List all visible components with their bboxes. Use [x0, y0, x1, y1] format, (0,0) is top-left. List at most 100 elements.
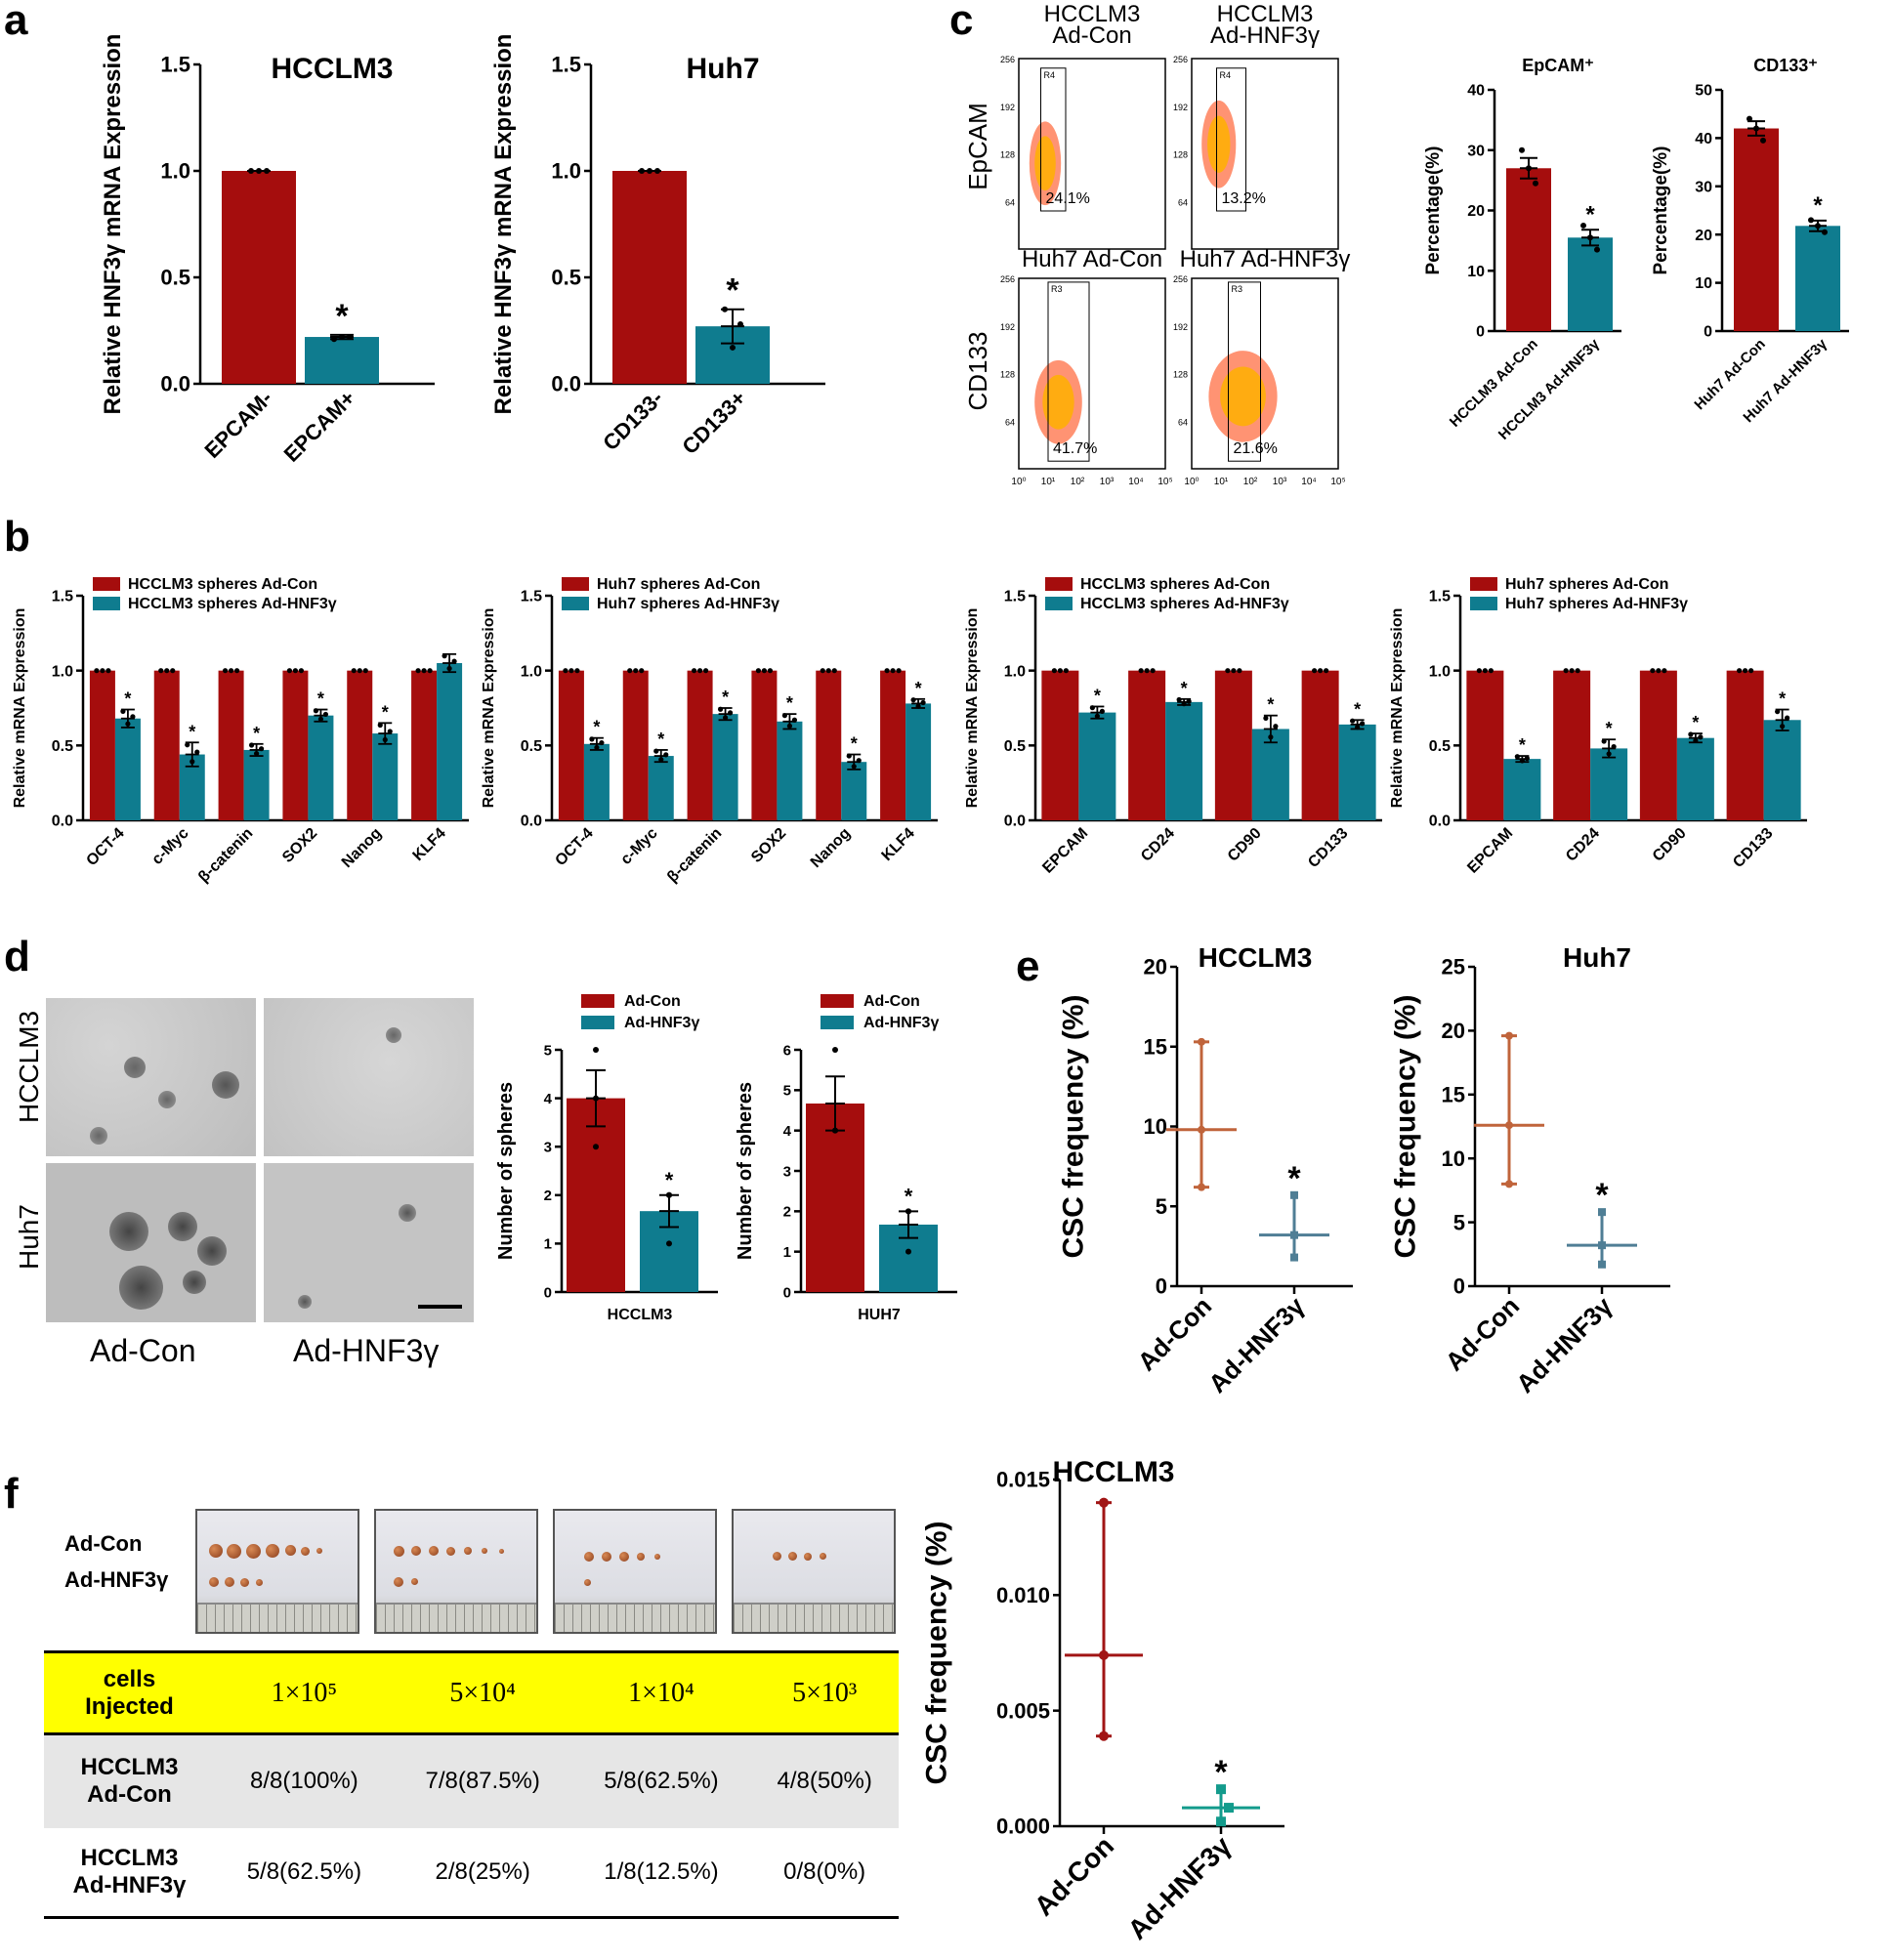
y-tick-label: 10	[1467, 264, 1485, 280]
y-axis-label: Number of spheres	[495, 1082, 517, 1260]
data-point	[696, 668, 703, 674]
flow-y-tick: 256	[1000, 274, 1015, 284]
flow-y-tick: 192	[1173, 322, 1188, 332]
data-point	[222, 668, 229, 674]
bar	[153, 670, 180, 820]
data-point	[331, 336, 337, 343]
flow-x-tick: 10⁰	[1011, 477, 1026, 487]
data-point	[1601, 738, 1607, 744]
y-tick-label: 0.5	[521, 738, 542, 755]
y-tick-label: 2	[544, 1188, 552, 1204]
flow-x-tick: 10⁵	[1330, 477, 1345, 487]
x-tick-label: Ad-Con	[1440, 1291, 1526, 1377]
legend-label: Huh7 spheres Ad-HNF3γ	[1505, 596, 1688, 612]
data-point	[1144, 668, 1150, 674]
data-point	[421, 668, 427, 674]
micro-image-hcclm3-adhnf3g	[264, 998, 474, 1156]
data-point	[164, 668, 170, 674]
bar	[648, 756, 674, 820]
data-point	[1231, 668, 1237, 674]
flow-cloud-core	[1207, 115, 1231, 173]
data-point	[654, 168, 660, 174]
micro-image-huh7-adhnf3g	[264, 1163, 474, 1322]
table-header-cell: 5×10³	[792, 1677, 858, 1708]
y-tick-label: 0.0	[1429, 813, 1451, 830]
data-point	[1650, 668, 1656, 674]
legend-swatch	[581, 1016, 614, 1029]
bar	[1506, 168, 1551, 331]
data-point	[786, 723, 793, 729]
table-header-cell: 1×10⁴	[628, 1677, 694, 1708]
x-tick-label: CD24	[1138, 825, 1178, 865]
flow-y-tick: 64	[1005, 417, 1015, 427]
legend-label: HCCLM3 spheres Ad-HNF3γ	[1080, 596, 1289, 612]
bar	[89, 670, 115, 820]
data-point	[1355, 725, 1361, 730]
legend-swatch	[1045, 597, 1073, 610]
x-tick-label: Ad-HNF3γ	[1202, 1291, 1310, 1398]
data-point	[100, 668, 105, 674]
flow-percentage: 41.7%	[1053, 440, 1097, 457]
y-tick-label: 0.5	[1004, 738, 1026, 755]
chart-a-huh7: 0.0 0.5 1.0 1.5 Relative HNF3γ mRNA Expressi…	[490, 34, 825, 459]
data-point	[1350, 718, 1356, 724]
x-tick-label: CD133+	[677, 386, 750, 459]
chart-b-huh7-pluripotency: 0.0 0.5 1.0 1.5 Relative mRNA Expression Huh7…	[481, 576, 938, 886]
table-row-label: HCCLM3 Ad-Con	[80, 1754, 179, 1809]
data-point	[627, 668, 633, 674]
bar	[1639, 670, 1677, 820]
data-point	[767, 668, 774, 674]
y-tick-label: 1.5	[1429, 589, 1451, 605]
y-tick-label: 1.5	[52, 589, 73, 605]
bar	[1726, 670, 1764, 820]
flow-percentage: 21.6%	[1234, 440, 1278, 457]
y-tick-label: 10	[1144, 1114, 1167, 1139]
data-point	[825, 668, 831, 674]
data-point	[1290, 1253, 1298, 1262]
bar	[411, 670, 438, 820]
data-point	[1688, 731, 1694, 737]
y-tick-label: 5	[1453, 1210, 1465, 1234]
flow-y-tick: 256	[1173, 55, 1188, 64]
data-point	[717, 706, 724, 712]
table-header-cell: cells Injected	[85, 1665, 174, 1720]
data-point	[292, 668, 299, 674]
x-tick-label: EPCAM+	[279, 386, 360, 467]
significance-marker: *	[253, 724, 260, 743]
x-axis-label: HUH7	[858, 1307, 901, 1323]
bar	[1503, 759, 1541, 820]
data-point	[574, 668, 580, 674]
data-point	[298, 668, 305, 674]
y-tick-label: 30	[1695, 179, 1712, 195]
significance-marker: *	[1813, 192, 1823, 219]
chart-a-hcclm3: 0.0 0.5 1.0 1.5 Relative HNF3γ mRNA Expressi…	[100, 34, 435, 467]
data-point	[357, 668, 362, 674]
data-point	[377, 722, 383, 729]
data-point	[1198, 1125, 1205, 1134]
legend-label: Ad-HNF3γ	[624, 1015, 699, 1031]
data-point	[737, 320, 743, 327]
table-row: HCCLM3 Ad-Con 8/8(100%) 7/8(87.5%) 5/8(6…	[44, 1733, 899, 1828]
data-point	[1693, 737, 1699, 744]
data-point	[1822, 229, 1828, 235]
legend-label: Huh7 spheres Ad-Con	[1505, 576, 1668, 593]
bar	[114, 718, 141, 820]
data-point	[1324, 668, 1329, 674]
significance-marker: *	[1585, 201, 1595, 228]
x-tick-label: CD90	[1650, 825, 1690, 865]
y-tick-label: 0.0	[52, 813, 73, 830]
table-cell: 1/8(12.5%)	[604, 1857, 719, 1885]
flow-y-tick: 64	[1178, 197, 1188, 207]
chart-b-hcclm3-pluripotency: 0.0 0.5 1.0 1.5 Relative mRNA Expression HCCL…	[12, 576, 469, 886]
data-point	[831, 668, 837, 674]
x-tick-label: EPCAM	[1039, 825, 1091, 877]
data-point	[1611, 743, 1617, 750]
data-point	[593, 1095, 599, 1102]
data-point	[915, 703, 921, 709]
legend-swatch	[1045, 577, 1073, 591]
data-point	[362, 668, 368, 674]
y-tick-label: 5	[783, 1083, 791, 1100]
data-point	[258, 746, 265, 752]
data-point	[442, 653, 447, 659]
data-point	[248, 168, 254, 174]
